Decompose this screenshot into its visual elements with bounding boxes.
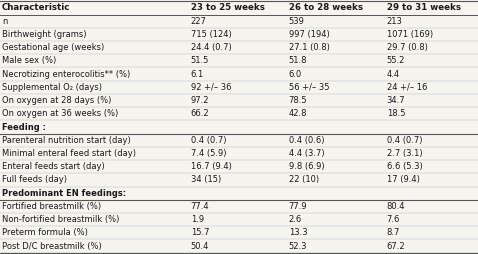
Text: 77.9: 77.9 [289, 202, 307, 211]
Text: Preterm formula (%): Preterm formula (%) [2, 228, 88, 237]
Text: 17 (9.4): 17 (9.4) [387, 176, 420, 184]
Text: 80.4: 80.4 [387, 202, 405, 211]
Text: 6.1: 6.1 [191, 70, 204, 78]
Text: 2.6: 2.6 [289, 215, 302, 224]
Text: 77.4: 77.4 [191, 202, 209, 211]
Text: 97.2: 97.2 [191, 96, 209, 105]
Text: 34.7: 34.7 [387, 96, 405, 105]
Text: Gestational age (weeks): Gestational age (weeks) [2, 43, 104, 52]
Text: 56 +/– 35: 56 +/– 35 [289, 83, 329, 92]
Text: Predominant EN feedings:: Predominant EN feedings: [2, 189, 126, 198]
Text: Minimal enteral feed start (day): Minimal enteral feed start (day) [2, 149, 136, 158]
Text: Supplemental O₂ (days): Supplemental O₂ (days) [2, 83, 102, 92]
Text: 50.4: 50.4 [191, 242, 209, 251]
Text: 1.9: 1.9 [191, 215, 204, 224]
Text: 51.5: 51.5 [191, 56, 209, 65]
Text: 26 to 28 weeks: 26 to 28 weeks [289, 3, 363, 12]
Text: Necrotizing enterocolitis** (%): Necrotizing enterocolitis** (%) [2, 70, 130, 78]
Text: 539: 539 [289, 17, 304, 26]
Text: 997 (194): 997 (194) [289, 30, 329, 39]
Text: Parenteral nutrition start (day): Parenteral nutrition start (day) [2, 136, 130, 145]
Text: n: n [2, 17, 7, 26]
Text: 23 to 25 weeks: 23 to 25 weeks [191, 3, 265, 12]
Text: 0.4 (0.6): 0.4 (0.6) [289, 136, 324, 145]
Text: Male sex (%): Male sex (%) [2, 56, 56, 65]
Text: 24 +/– 16: 24 +/– 16 [387, 83, 427, 92]
Text: 18.5: 18.5 [387, 109, 405, 118]
Text: 22 (10): 22 (10) [289, 176, 319, 184]
Text: Enteral feeds start (day): Enteral feeds start (day) [2, 162, 105, 171]
Text: Birthweight (grams): Birthweight (grams) [2, 30, 87, 39]
Text: Fortified breastmilk (%): Fortified breastmilk (%) [2, 202, 101, 211]
Text: 7.4 (5.9): 7.4 (5.9) [191, 149, 226, 158]
Text: On oxygen at 36 weeks (%): On oxygen at 36 weeks (%) [2, 109, 118, 118]
Text: 13.3: 13.3 [289, 228, 307, 237]
Text: 29 to 31 weeks: 29 to 31 weeks [387, 3, 461, 12]
Text: 66.2: 66.2 [191, 109, 209, 118]
Text: Feeding :: Feeding : [2, 122, 46, 132]
Text: 24.4 (0.7): 24.4 (0.7) [191, 43, 231, 52]
Text: 4.4: 4.4 [387, 70, 400, 78]
Text: 2.7 (3.1): 2.7 (3.1) [387, 149, 423, 158]
Text: Full feeds (day): Full feeds (day) [2, 176, 67, 184]
Text: 16.7 (9.4): 16.7 (9.4) [191, 162, 232, 171]
Text: 42.8: 42.8 [289, 109, 307, 118]
Text: 78.5: 78.5 [289, 96, 307, 105]
Text: 9.8 (6.9): 9.8 (6.9) [289, 162, 325, 171]
Text: 27.1 (0.8): 27.1 (0.8) [289, 43, 330, 52]
Text: Post D/C breastmilk (%): Post D/C breastmilk (%) [2, 242, 102, 251]
Text: 4.4 (3.7): 4.4 (3.7) [289, 149, 325, 158]
Text: 34 (15): 34 (15) [191, 176, 221, 184]
Text: 213: 213 [387, 17, 402, 26]
Text: 92 +/– 36: 92 +/– 36 [191, 83, 231, 92]
Text: 51.8: 51.8 [289, 56, 307, 65]
Text: 6.0: 6.0 [289, 70, 302, 78]
Text: Characteristic: Characteristic [2, 3, 70, 12]
Text: 7.6: 7.6 [387, 215, 400, 224]
Text: 8.7: 8.7 [387, 228, 400, 237]
Text: Non-fortified breastmilk (%): Non-fortified breastmilk (%) [2, 215, 120, 224]
Text: 0.4 (0.7): 0.4 (0.7) [387, 136, 422, 145]
Text: 715 (124): 715 (124) [191, 30, 231, 39]
Text: 6.6 (5.3): 6.6 (5.3) [387, 162, 423, 171]
Text: 0.4 (0.7): 0.4 (0.7) [191, 136, 226, 145]
Text: 29.7 (0.8): 29.7 (0.8) [387, 43, 428, 52]
Text: 52.3: 52.3 [289, 242, 307, 251]
Text: 1071 (169): 1071 (169) [387, 30, 433, 39]
Text: 55.2: 55.2 [387, 56, 405, 65]
Text: 227: 227 [191, 17, 206, 26]
Text: 67.2: 67.2 [387, 242, 405, 251]
Text: 15.7: 15.7 [191, 228, 209, 237]
Text: On oxygen at 28 days (%): On oxygen at 28 days (%) [2, 96, 111, 105]
